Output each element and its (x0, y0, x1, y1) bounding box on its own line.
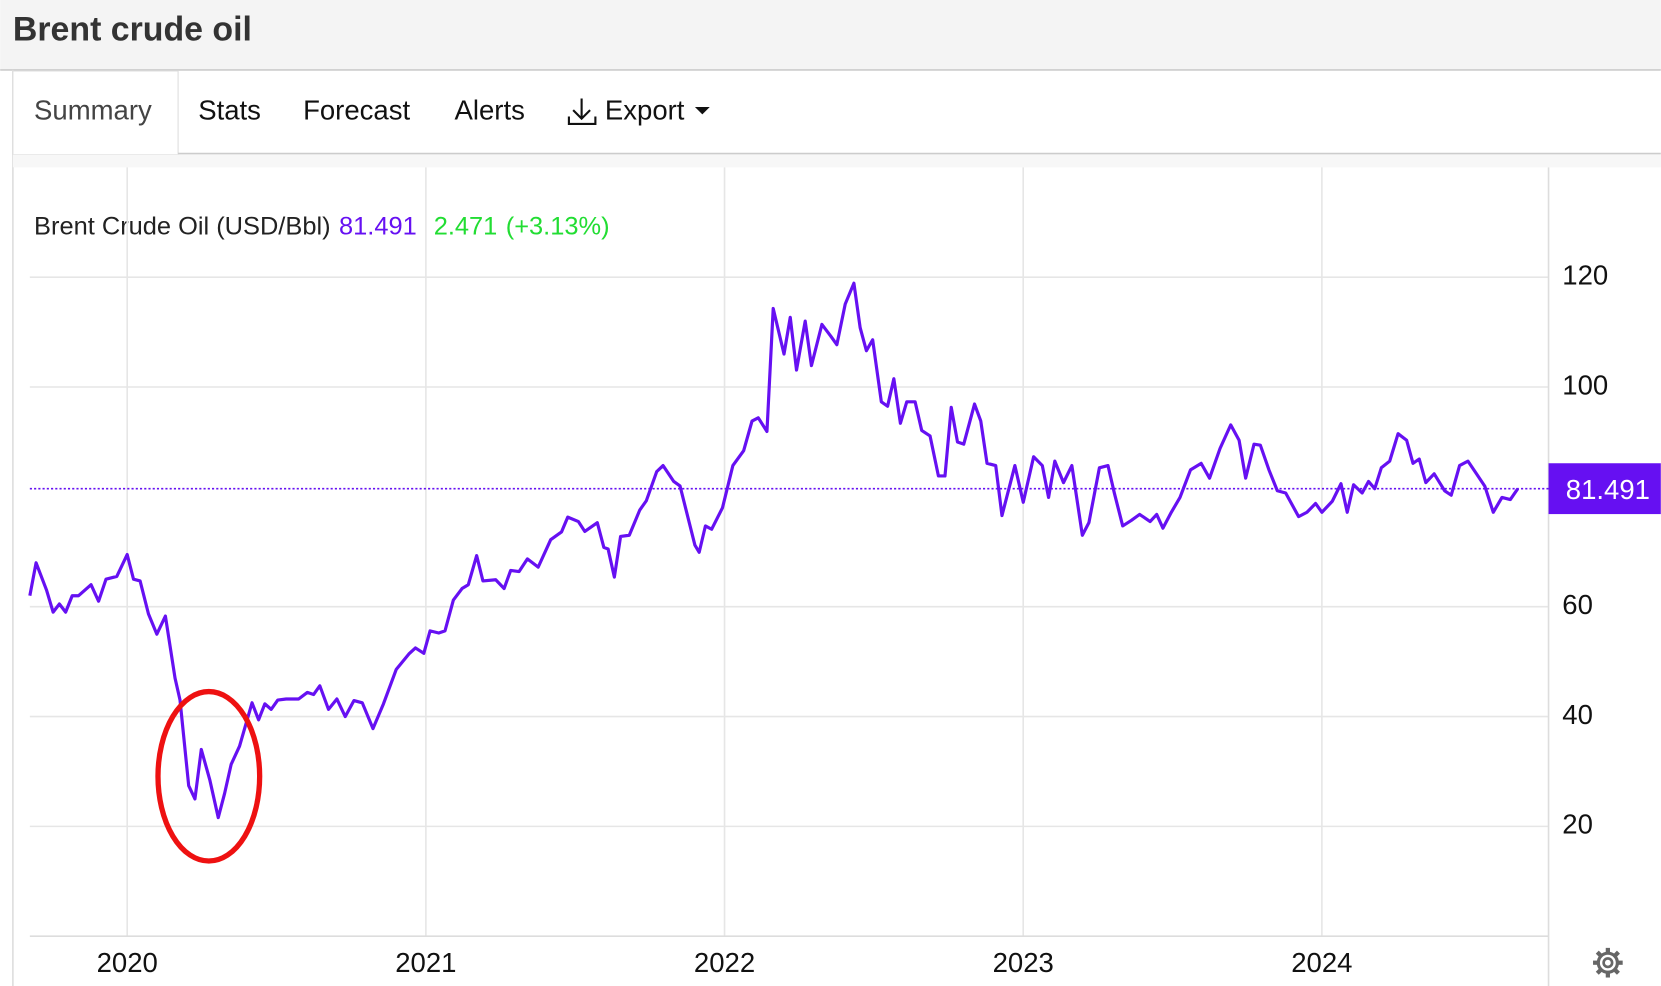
settings-icon[interactable] (1593, 947, 1623, 978)
tab[interactable]: Forecast (303, 95, 410, 126)
y-tick-label: 40 (1562, 699, 1593, 730)
tab[interactable]: Summary (34, 95, 152, 126)
page-title: Brent crude oil (13, 11, 252, 49)
tab-gap (12, 154, 1661, 168)
annotation-circle (155, 688, 263, 864)
dropdown-caret[interactable] (694, 106, 710, 115)
y-tick-label: 60 (1562, 589, 1593, 620)
x-tick-label: 2021 (395, 947, 456, 978)
header-bar (0, 0, 1661, 70)
x-tick-label: 2022 (694, 947, 755, 978)
price-line (28, 281, 1520, 820)
tab[interactable]: Export (605, 95, 685, 126)
y-tick-label: 20 (1562, 809, 1593, 840)
x-tick-label: 2024 (1291, 947, 1352, 978)
x-tick-label: 2020 (97, 947, 158, 978)
y-tick-label: 100 (1562, 369, 1608, 400)
change: 2.471 (434, 212, 498, 240)
last-value: 81.491 (339, 212, 417, 240)
plot: 2020 2021 2022 2023 2024 20 40 60 100 120 81.491 (28, 167, 1661, 986)
tab-active-bg (12, 70, 179, 156)
change-percent: (+3.13%) (506, 212, 610, 240)
tab[interactable]: Stats (198, 95, 261, 126)
last-value-badge (1548, 463, 1661, 515)
series-name: Brent Crude Oil (USD/Bbl) (34, 212, 331, 240)
download-icon[interactable] (567, 98, 597, 125)
y-tick-label: 120 (1562, 259, 1608, 290)
last-value-label: 81.491 (1566, 474, 1650, 505)
tab[interactable]: Alerts (455, 95, 525, 126)
legend: Brent Crude Oil (USD/Bbl) 81.491 2.471 (+3.… (34, 212, 609, 240)
x-tick-label: 2023 (993, 947, 1054, 978)
